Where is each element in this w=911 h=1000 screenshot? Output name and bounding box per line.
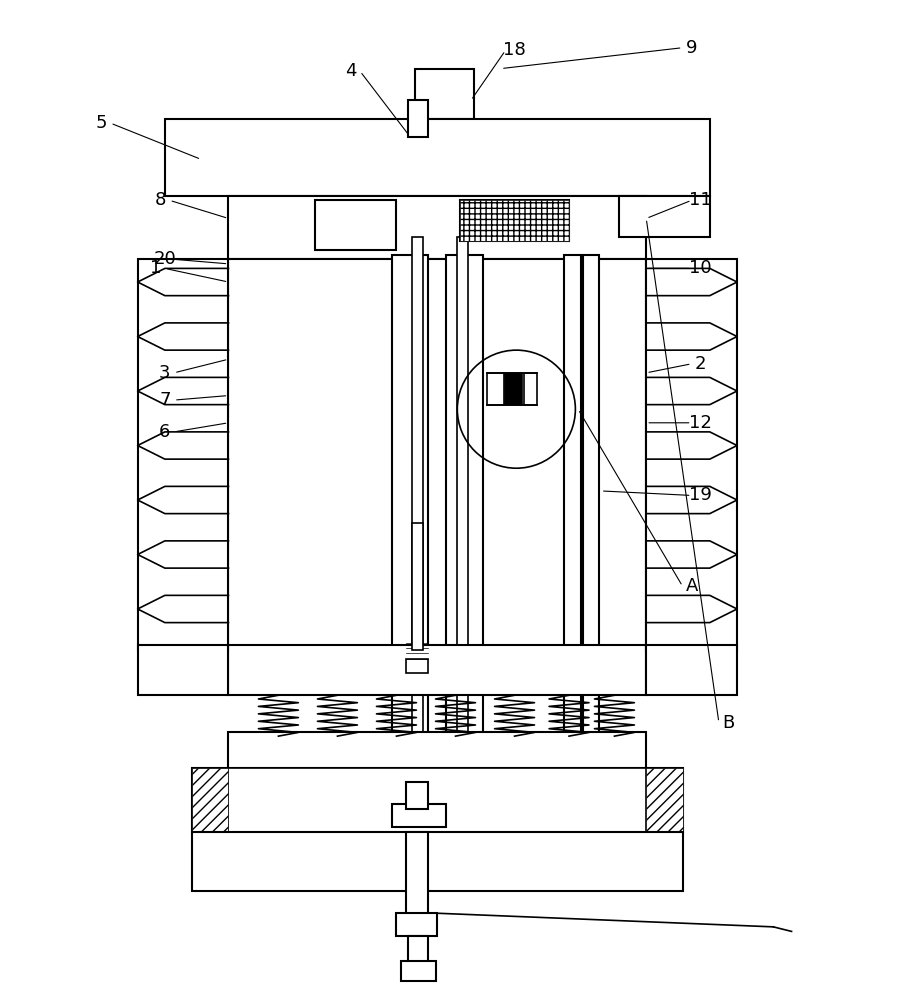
Polygon shape — [138, 268, 229, 296]
Text: 7: 7 — [159, 391, 170, 409]
Bar — [401, 961, 435, 981]
Bar — [619, 196, 710, 237]
Polygon shape — [138, 432, 229, 459]
Polygon shape — [138, 486, 229, 514]
Bar — [408, 936, 428, 963]
Bar — [396, 913, 437, 936]
Bar — [165, 119, 710, 196]
Bar — [138, 259, 229, 650]
Polygon shape — [646, 268, 737, 296]
Bar — [192, 768, 229, 832]
Bar — [229, 645, 646, 695]
Polygon shape — [138, 323, 229, 350]
Bar — [405, 782, 428, 809]
Bar — [138, 645, 229, 695]
Bar — [392, 255, 428, 754]
Bar — [646, 259, 737, 650]
Polygon shape — [646, 541, 737, 568]
Bar — [229, 645, 646, 695]
Text: 1: 1 — [150, 259, 161, 277]
Bar — [646, 259, 737, 650]
Polygon shape — [138, 541, 229, 568]
Bar — [138, 259, 229, 650]
Bar — [424, 259, 646, 650]
Polygon shape — [138, 377, 229, 405]
Polygon shape — [138, 595, 229, 623]
Bar — [192, 768, 682, 832]
Bar — [460, 200, 569, 241]
Bar — [646, 768, 682, 832]
Text: 5: 5 — [96, 114, 107, 132]
Bar — [460, 200, 569, 241]
Bar — [646, 645, 737, 695]
Text: 11: 11 — [690, 191, 712, 209]
Bar — [229, 259, 424, 650]
Bar — [412, 237, 423, 809]
Text: 6: 6 — [159, 423, 170, 441]
Bar — [487, 373, 504, 405]
Bar — [138, 645, 229, 695]
Text: 4: 4 — [345, 62, 357, 80]
Text: 10: 10 — [690, 259, 712, 277]
Bar — [392, 804, 446, 827]
Text: 18: 18 — [503, 41, 526, 59]
Bar — [229, 196, 646, 259]
Bar — [446, 255, 483, 754]
Bar — [524, 373, 537, 405]
Text: 2: 2 — [695, 355, 706, 373]
Text: 19: 19 — [690, 486, 712, 504]
Bar — [619, 196, 710, 237]
Polygon shape — [646, 595, 737, 623]
Bar — [565, 255, 581, 754]
Text: B: B — [722, 714, 734, 732]
Bar — [192, 832, 682, 891]
Bar — [583, 255, 599, 754]
Bar — [415, 69, 474, 119]
Bar — [405, 659, 428, 673]
Text: 12: 12 — [690, 414, 712, 432]
Text: A: A — [685, 577, 698, 595]
Bar — [405, 832, 428, 918]
Bar — [229, 196, 646, 259]
Bar — [506, 373, 522, 405]
Bar — [165, 119, 710, 196]
Bar — [229, 768, 646, 832]
Bar — [229, 732, 646, 777]
Bar — [646, 645, 737, 695]
Bar — [314, 200, 396, 250]
Polygon shape — [646, 432, 737, 459]
Bar — [408, 100, 428, 137]
Bar — [412, 523, 423, 650]
Bar — [457, 237, 468, 809]
Text: 8: 8 — [155, 191, 166, 209]
Bar — [229, 732, 646, 777]
Text: 20: 20 — [153, 250, 176, 268]
Bar — [424, 259, 646, 650]
Text: 9: 9 — [686, 39, 698, 57]
Polygon shape — [646, 486, 737, 514]
Polygon shape — [646, 323, 737, 350]
Polygon shape — [646, 377, 737, 405]
Text: 3: 3 — [159, 364, 170, 382]
Bar — [229, 259, 424, 650]
